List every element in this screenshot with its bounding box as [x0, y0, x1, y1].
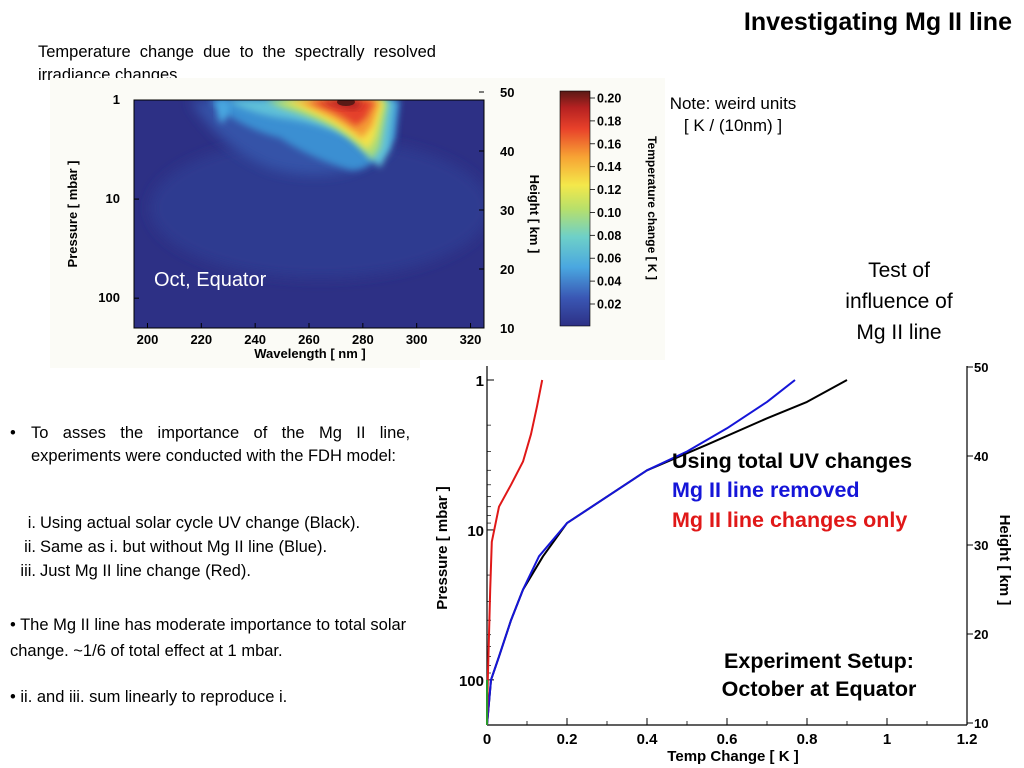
bullet-1-text: To asses the importance of the Mg II lin… [31, 424, 462, 465]
plot2-ytick-label: 1 [476, 373, 484, 390]
colorbar-label: Temperature change [ K ] [645, 136, 659, 280]
plot2-ytick-label: 10 [467, 523, 484, 540]
setup-annotation-line-1: Experiment Setup: [724, 649, 914, 673]
experiment-item: ii. Same as i. but without Mg II line (Bl… [14, 538, 327, 557]
experiment-text: Same as i. but without Mg II line (Blue)… [40, 538, 328, 556]
legend-mg-removed: Mg II line removed [672, 478, 860, 502]
plot1-xtick-label: 260 [298, 332, 320, 347]
plot1-axes: 200 220 240 260 280 300 320 1 10 100 50 40 30 20 10 [98, 85, 514, 347]
colorbar-tick-label: 0.04 [597, 275, 621, 289]
plot1-ylabel: Pressure [ mbar ] [65, 161, 80, 268]
plot2-xtick-label: 1.2 [957, 731, 978, 748]
plot1-y2tick-label: 30 [500, 203, 514, 218]
test-influence-line-2: influence of [845, 290, 953, 313]
plot2-y2tick-label: 40 [974, 449, 988, 464]
plot1-xtick-label: 200 [137, 332, 159, 347]
plot2-xtick-label: 0.4 [637, 731, 659, 748]
contour-peak [337, 100, 355, 106]
bullet-moderate-importance: • The Mg II line has moderate importance… [10, 616, 407, 660]
colorbar-tick-label: 0.10 [597, 206, 621, 220]
colorbar [559, 90, 591, 327]
plot2-y2tick-label: 10 [974, 716, 988, 731]
temperature-contour-plot: 200 220 240 260 280 300 320 1 10 100 50 40 30 20 10 Oc… [50, 78, 665, 368]
plot2-xtick-label: 0.6 [717, 731, 738, 748]
experiment-item: i. Using actual solar cycle UV change (Bl… [14, 514, 360, 533]
legend-total-uv: Using total UV changes [672, 449, 912, 473]
note-line-1: Note: weird units [669, 94, 797, 113]
plot1-ytick-label: 100 [98, 290, 120, 305]
plot1-xtick-label: 300 [406, 332, 428, 347]
colorbar-tick-label: 0.16 [597, 137, 621, 151]
experiment-text: Using actual solar cycle UV change (Blac… [40, 514, 361, 532]
figure2-background [420, 360, 1024, 768]
colorbar-tick-label: 0.14 [597, 160, 621, 174]
experiment-text: Just Mg II line change (Red). [40, 562, 251, 580]
plot1-y2tick-label: 20 [500, 262, 514, 277]
plot2-y2tick-label: 50 [974, 360, 988, 375]
legend-mg-only: Mg II line changes only [672, 508, 907, 532]
plot2-y2tick-label: 20 [974, 627, 988, 642]
test-influence-label: Test of influence of Mg II line [820, 255, 978, 348]
plot1-y2label: Height [ km ] [527, 175, 542, 254]
plot2-xlabel: Temp Change [ K ] [667, 748, 798, 765]
colorbar-tick-label: 0.08 [597, 229, 621, 243]
plot1-ytick-label: 1 [113, 92, 120, 107]
plot2-ylabel: Pressure [ mbar ] [434, 486, 451, 609]
series-line-mg-ii-line-changes-only [486, 379, 544, 726]
temp-change-line-plot: 0 0.2 0.4 0.6 0.8 1 1.2 1 10 100 50 40 30 20 10 Temp C… [420, 360, 1024, 768]
plot2-xtick-label: 0 [483, 731, 491, 748]
setup-annotation-line-2: October at Equator [722, 677, 917, 701]
plot1-xtick-label: 220 [190, 332, 212, 347]
experiment-item: iii. Just Mg II line change (Red). [14, 562, 251, 581]
bullet-linear-sum: • ii. and iii. sum linearly to reproduce… [10, 688, 288, 706]
note-line-2: [ K / (10nm) ] [683, 116, 783, 135]
plot1-xtick-label: 280 [352, 332, 374, 347]
plot1-xtick-label: 240 [244, 332, 266, 347]
series-line-mg-ii-line-removed [486, 379, 796, 726]
plot2-xtick-label: 1 [883, 731, 891, 748]
plot2-xtick-label: 0.8 [797, 731, 818, 748]
test-influence-line-3: Mg II line [856, 321, 942, 344]
plot1-y2tick-label: 40 [500, 144, 514, 159]
bullet-experiments-intro: • To asses the importance of the Mg II l… [10, 422, 462, 468]
colorbar-tick-label: 0.18 [597, 114, 621, 128]
bullet-marker: • [10, 424, 16, 442]
slide-title: Investigating Mg II line [743, 8, 1012, 36]
plot1-y2tick-label: 10 [500, 321, 514, 336]
plot1-xtick-label: 320 [460, 332, 482, 347]
test-influence-line-1: Test of [868, 259, 930, 282]
plot1-xlabel: Wavelength [ nm ] [254, 346, 365, 361]
plot2-y2tick-label: 30 [974, 538, 988, 553]
oct-equator-annotation: Oct, Equator [154, 269, 267, 291]
colorbar-tick-label: 0.12 [597, 183, 621, 197]
plot2-series [486, 379, 848, 726]
colorbar-tick-label: 0.20 [597, 92, 621, 106]
plot2-y2label: Height [ km ] [996, 515, 1013, 606]
experiment-number: ii. [24, 538, 36, 556]
experiment-number: i. [27, 514, 36, 532]
colorbar-tick-label: 0.02 [597, 298, 621, 312]
plot2-ytick-label: 100 [459, 673, 484, 690]
contour-level-1 [150, 138, 484, 278]
plot1-ytick-label: 10 [106, 191, 120, 206]
units-note: Note: weird units [ K / (10nm) ] [648, 93, 818, 137]
colorbar-tick-label: 0.06 [597, 252, 621, 266]
experiment-number: iii. [20, 562, 36, 580]
plot1-y2tick-label: 50 [500, 85, 514, 100]
contour-small-feature [216, 100, 230, 124]
plot2-xtick-label: 0.2 [557, 731, 578, 748]
colorbar-ticks: 0.20 0.18 0.16 0.14 0.12 0.10 0.08 0.06 0.04 0.02 [590, 92, 621, 312]
contour-field [134, 100, 484, 328]
